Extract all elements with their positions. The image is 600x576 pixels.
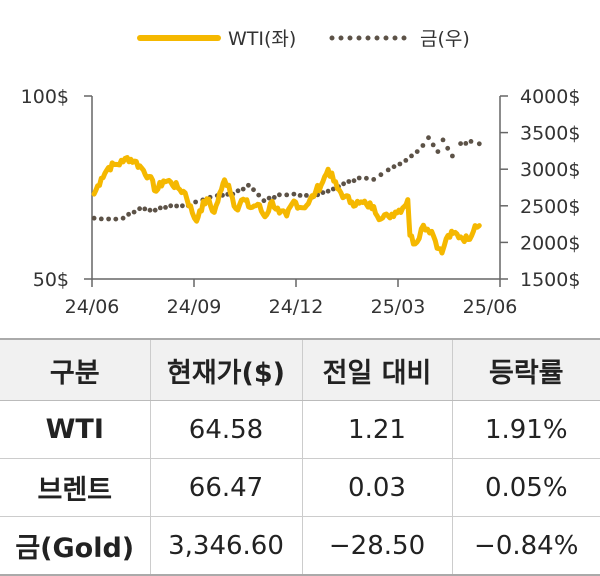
gold-point [397,161,403,167]
gold-point [284,192,290,198]
right-axis-ticks [500,95,508,280]
cell-change-rate: −0.84% [451,516,600,576]
gold-point [325,188,331,194]
price-table: 구분 현재가($) 전일 대비 등락률 WTI 64.58 1.21 1.91%… [0,338,600,576]
gold-point [291,191,297,197]
gold-point [430,142,436,148]
gold-point [304,193,309,198]
gold-point [371,177,377,182]
gold-point [106,216,111,222]
gold-point [98,216,104,222]
gold-point [271,195,277,200]
table-row: 브렌트 66.47 0.03 0.05% [0,458,600,517]
legend-gold-label: 금(우) [420,28,470,50]
gold-point [341,181,346,187]
gold-point [126,211,131,217]
gold-point [137,206,143,212]
chart-legend: WTI(좌) 금(우) [137,28,470,50]
gold-point [120,215,126,221]
row-label: WTI [0,400,150,459]
gold-point [193,199,199,205]
gold-point [463,141,469,146]
x-tick-label: 24/12 [269,296,324,318]
right-tick-label: 4000$ [520,86,580,108]
cell-change: −28.50 [301,516,452,576]
gold-point [403,158,409,163]
gold-point [266,195,272,201]
cell-current-price: 64.58 [149,400,302,459]
gold-point [468,139,474,144]
gold-point [131,209,137,215]
gold-point [168,203,174,209]
gold-point [450,153,455,159]
gold-point [356,175,362,181]
cell-change-rate: 1.91% [451,400,600,459]
series-wti-line [91,155,482,256]
x-tick-label: 24/06 [65,296,120,318]
gold-point [152,207,158,213]
gold-point [458,141,463,147]
table-row: WTI 64.58 1.21 1.91% [0,400,600,459]
right-tick-label: 3500$ [520,123,580,145]
gold-point [240,186,246,192]
legend-wti-label: WTI(좌) [228,28,296,50]
cell-change: 0.03 [301,458,452,517]
gold-point [378,172,384,178]
header-change: 전일 대비 [301,338,452,401]
gold-point [235,188,241,194]
cell-change: 1.21 [301,400,452,459]
gold-point [277,192,282,198]
row-label: 금(Gold) [0,516,150,576]
gold-point [113,216,119,222]
gold-point [420,143,426,148]
gold-point [297,193,303,198]
gold-point [385,167,391,173]
gold-point [440,137,446,143]
gold-point [476,141,482,147]
gold-point [330,186,336,192]
gold-point [435,149,441,155]
gold-point [261,198,267,204]
gold-point [346,179,352,184]
header-current-price: 현재가($) [149,338,302,401]
gold-point [391,164,397,170]
gold-point [364,175,369,181]
gold-point [246,182,251,188]
table-header-row: 구분 현재가($) 전일 대비 등락률 [0,338,600,401]
gold-point [351,178,357,184]
gold-point [147,207,153,213]
right-tick-label: 2000$ [520,232,580,254]
table-row: 금(Gold) 3,346.60 −28.50 −0.84% [0,516,600,576]
x-axis-ticks [91,279,501,287]
x-tick-label: 25/03 [371,296,426,318]
right-tick-label: 3000$ [520,159,580,181]
gold-point [445,145,451,151]
gold-point [91,215,97,221]
gold-point [174,203,180,209]
row-label: 브렌트 [0,458,150,517]
cell-change-rate: 0.05% [451,458,600,517]
gold-point [320,190,326,196]
gold-point [256,192,262,198]
gold-point [426,135,431,141]
price-chart: WTI(좌) 금(우) 100$ 50$ 4000$ 3500$ 3000$ 2… [21,28,581,318]
right-tick-label: 2500$ [520,196,580,218]
gold-point [163,205,168,210]
gold-point [142,206,148,212]
header-category: 구분 [0,338,150,401]
cell-current-price: 66.47 [149,458,302,517]
cell-current-price: 3,346.60 [149,516,302,576]
gold-point [157,205,163,211]
right-tick-label: 1500$ [520,269,580,291]
gold-point [180,203,185,209]
series-gold [91,135,482,222]
gold-point [414,149,420,155]
left-tick-label-bottom: 50$ [33,269,69,291]
header-change-rate: 등락률 [451,338,600,401]
x-tick-label: 25/06 [463,296,518,318]
gold-point [409,153,414,159]
x-tick-label: 24/09 [167,296,222,318]
gold-point [251,187,256,193]
left-tick-label-top: 100$ [21,86,69,108]
